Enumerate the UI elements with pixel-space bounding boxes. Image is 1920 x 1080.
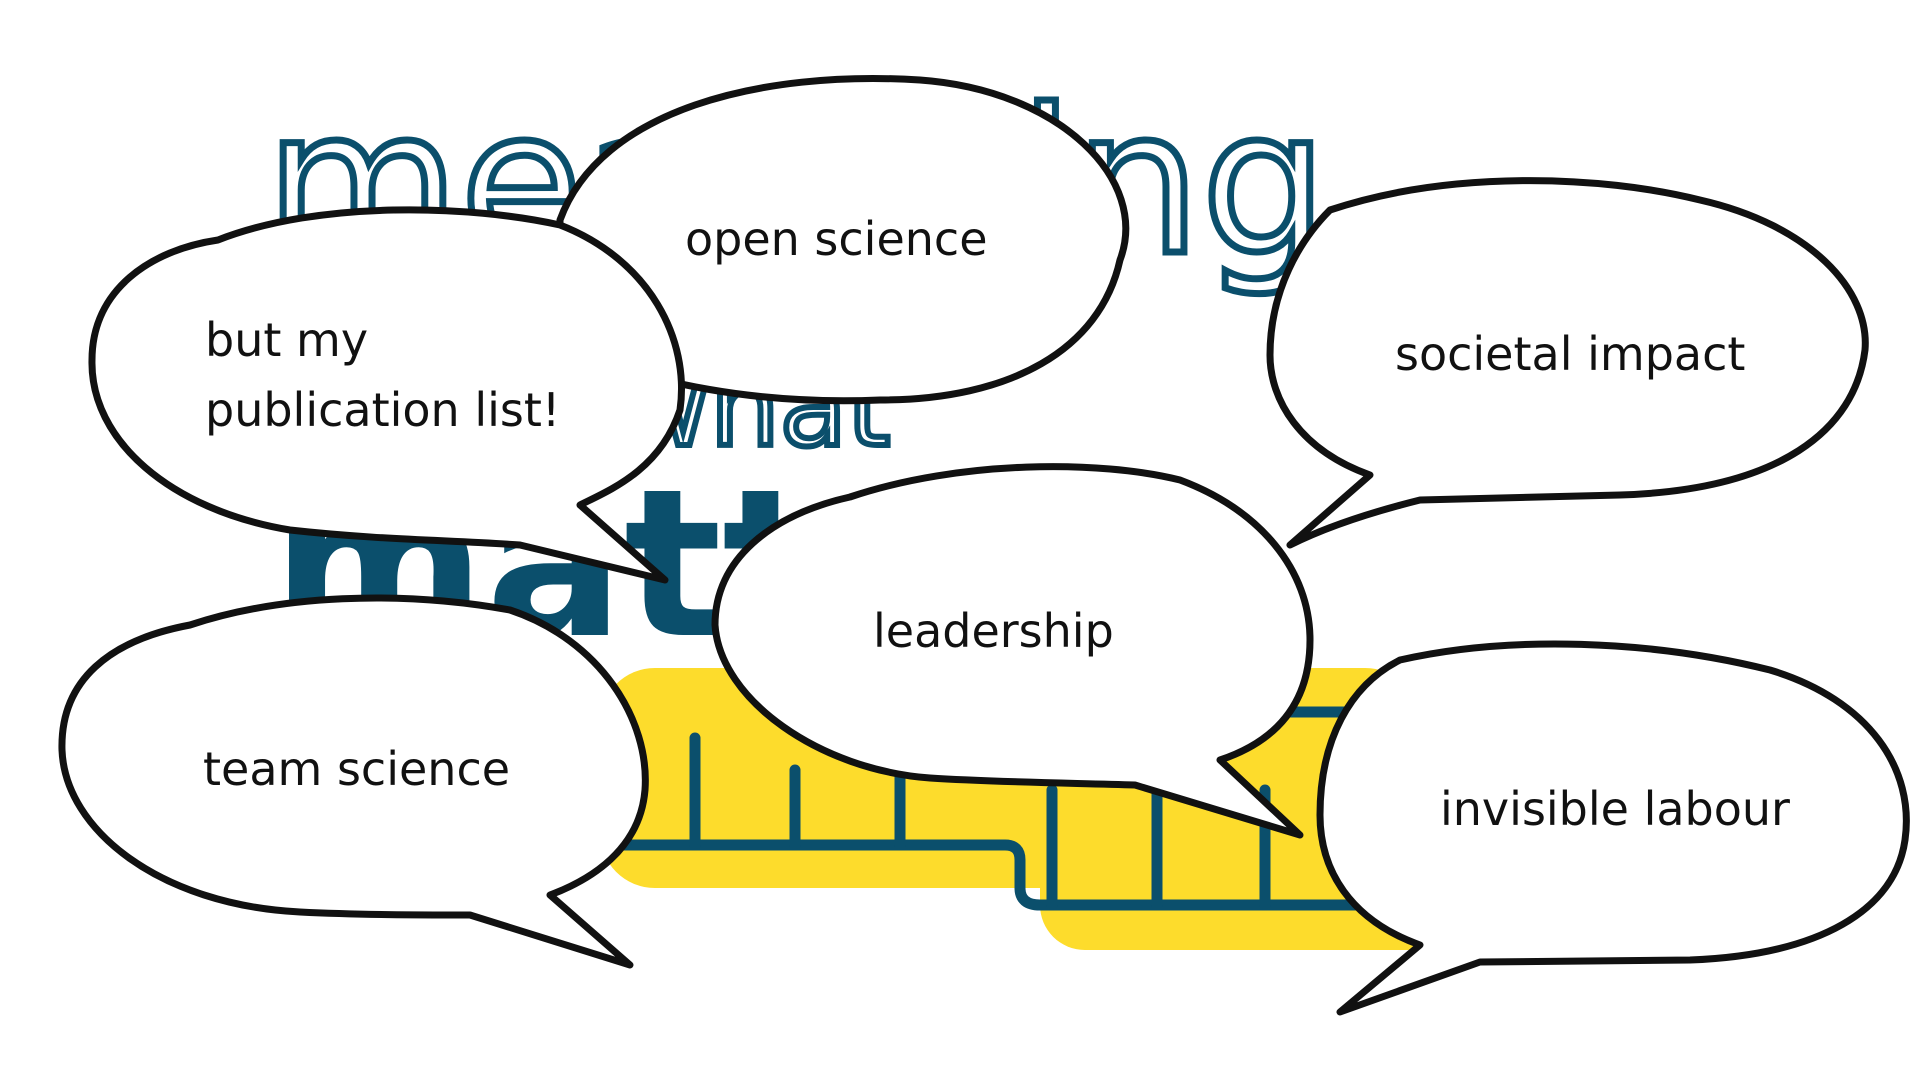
bubble-societal-impact-shape (1266, 177, 1869, 549)
bubble-leadership-shape (711, 463, 1314, 839)
bubble-invisible-labour-shape (1316, 640, 1910, 1016)
bubble-invisible-labour-text: invisible labour (1440, 782, 1790, 836)
bubble-publication-list-text: but my publication list! (205, 305, 560, 445)
bubble-publication-list-shape (88, 206, 685, 584)
bubble-leadership-text: leadership (873, 604, 1114, 658)
bubble-publication-list-line-1: but my (205, 313, 369, 367)
bubble-publication-list-line-2: publication list! (205, 383, 561, 437)
bubble-open-science-shape (556, 75, 1130, 405)
bubble-team-science-shape (58, 594, 649, 969)
bubble-societal-impact-text: societal impact (1395, 327, 1746, 381)
bubble-open-science-text: open science (685, 212, 988, 266)
bubble-team-science-text: team science (203, 742, 511, 796)
